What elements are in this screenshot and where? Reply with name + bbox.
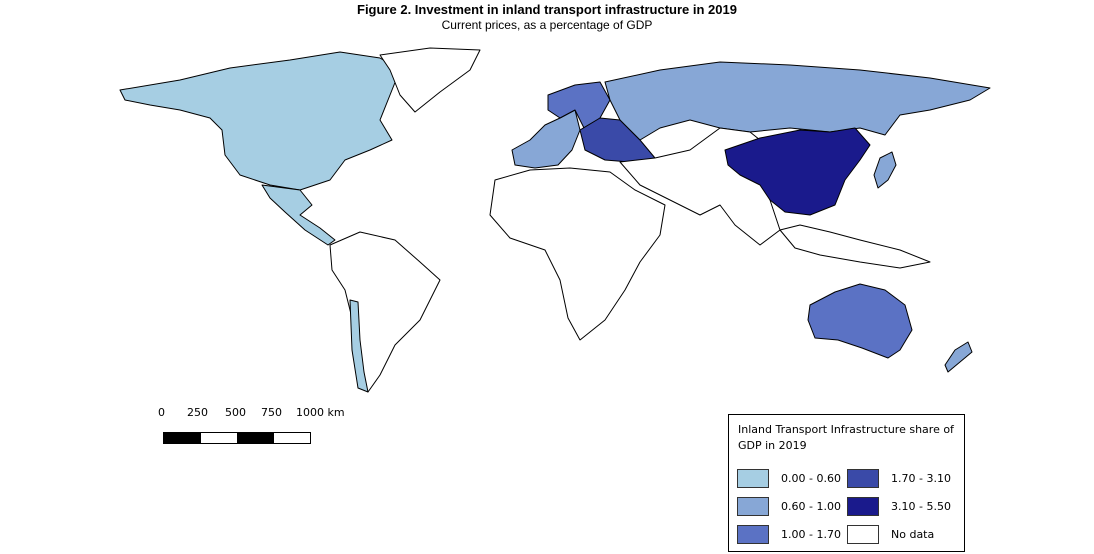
region-south-east-asia [779, 224, 931, 269]
region-chile [349, 299, 369, 393]
scale-label: 1000 km [296, 406, 345, 419]
legend-label: No data [891, 528, 935, 541]
legend-title: Inland Transport Infrastructure share of… [738, 423, 954, 452]
world-map [119, 47, 991, 393]
region-south-america [329, 231, 441, 393]
legend-item: No data [847, 525, 934, 544]
region-north-america [119, 51, 401, 191]
legend-swatch [737, 497, 769, 516]
legend: Inland Transport Infrastructure share of… [728, 414, 965, 552]
legend-swatch [847, 469, 879, 488]
scale-label: 750 [261, 406, 282, 419]
legend-label: 3.10 - 5.50 [891, 500, 951, 513]
map-title: Figure 2. Investment in inland transport… [357, 2, 737, 17]
scale-label: 250 [187, 406, 208, 419]
region-new-zealand [944, 341, 973, 373]
region-japan [873, 151, 897, 189]
legend-item: 1.70 - 3.10 [847, 469, 951, 488]
legend-item: 3.10 - 5.50 [847, 497, 951, 516]
region-central-america [261, 184, 336, 246]
legend-swatch [847, 497, 879, 516]
region-africa [489, 167, 666, 341]
legend-label: 0.00 - 0.60 [781, 472, 841, 485]
region-china [724, 127, 871, 216]
scale-label: 0 [158, 406, 165, 419]
region-europe-west [511, 109, 581, 169]
region-russia [604, 61, 991, 141]
scale-bar [163, 432, 311, 444]
legend-swatch [737, 525, 769, 544]
legend-swatch [847, 525, 879, 544]
scale-label: 500 [225, 406, 246, 419]
legend-item: 0.00 - 0.60 [737, 469, 841, 488]
legend-item: 1.00 - 1.70 [737, 525, 841, 544]
legend-label: 1.70 - 3.10 [891, 472, 951, 485]
region-australia [807, 283, 913, 359]
legend-label: 0.60 - 1.00 [781, 500, 841, 513]
legend-label: 1.00 - 1.70 [781, 528, 841, 541]
legend-item: 0.60 - 1.00 [737, 497, 841, 516]
legend-swatch [737, 469, 769, 488]
region-greenland [379, 47, 481, 113]
map-subtitle: Current prices, as a percentage of GDP [441, 18, 653, 32]
